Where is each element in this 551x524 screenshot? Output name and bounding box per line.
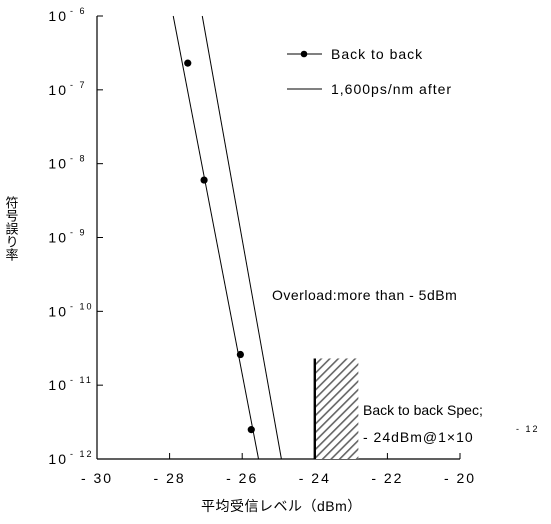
data-point: [200, 176, 208, 184]
y-tick-exponent: - 8: [70, 154, 87, 164]
spec-annotation-exponent: - 12: [516, 424, 540, 434]
data-point: [236, 350, 244, 359]
spec-annotation-line2: - 24dBm@1×10: [363, 429, 474, 445]
y-tick-exponent: - 11: [70, 375, 93, 385]
spec-annotation-line1: Back to back Spec;: [363, 402, 483, 418]
legend-label-1600: 1,600ps/nm after: [331, 81, 452, 97]
y-tick-label: 10: [48, 230, 68, 246]
dispersion-1600-line: [201, 15, 282, 460]
x-tick-label: - 28: [154, 470, 186, 486]
spec-hatched-region: [314, 358, 359, 459]
y-tick-label: 10: [48, 303, 68, 319]
y-tick-label: 10: [48, 156, 68, 172]
x-tick-label: - 30: [81, 470, 113, 486]
x-tick-label: - 26: [226, 470, 258, 486]
y-tick-label: 10: [48, 451, 68, 467]
back-to-back-fit-line: [172, 15, 260, 460]
y-tick-exponent: - 6: [70, 6, 87, 16]
y-tick-exponent: - 9: [70, 228, 87, 238]
x-axis-label: 平均受信レベル（dBm）: [201, 498, 362, 514]
y-tick-label: 10: [48, 377, 68, 393]
legend: Back to back 1,600ps/nm after: [287, 46, 452, 97]
legend-label-back-to-back: Back to back: [331, 46, 423, 62]
y-tick-label: 10: [48, 82, 68, 98]
x-axis-ticks: - 30 - 28 - 26 - 24 - 22 - 20: [81, 453, 476, 486]
y-tick-exponent: - 10: [70, 301, 94, 311]
legend-marker-back-to-back: [300, 50, 308, 58]
overload-annotation: Overload:more than - 5dBm: [272, 287, 457, 303]
y-axis-label: 符号誤り率: [4, 195, 19, 261]
back-to-back-markers: [184, 59, 255, 434]
x-tick-label: - 22: [371, 470, 403, 486]
y-tick-exponent: - 7: [70, 80, 87, 90]
y-tick-exponent: - 12: [70, 449, 94, 459]
data-point: [184, 59, 192, 67]
x-tick-label: - 20: [444, 470, 476, 486]
y-tick-label: 10: [48, 8, 68, 24]
data-point: [247, 426, 255, 434]
x-tick-label: - 24: [299, 470, 331, 486]
